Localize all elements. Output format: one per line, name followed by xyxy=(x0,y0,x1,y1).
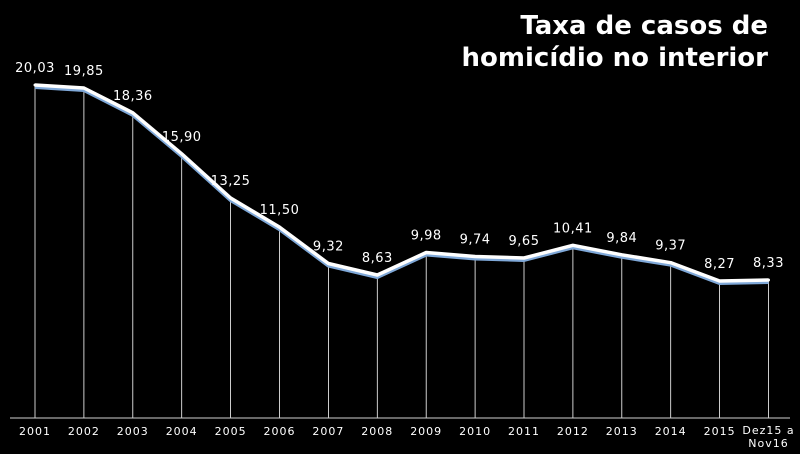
series-line xyxy=(34,83,769,283)
x-tick-label: 2010 xyxy=(459,425,491,438)
data-point xyxy=(620,253,624,257)
x-tick-label: 2003 xyxy=(117,425,149,438)
data-point xyxy=(473,255,477,258)
x-tick-label: 2006 xyxy=(264,425,296,438)
x-tick-label: 2002 xyxy=(68,425,100,438)
data-label: 18,36 xyxy=(113,89,153,104)
data-point xyxy=(718,279,722,283)
data-label: 13,25 xyxy=(211,174,251,189)
x-tick-label: 2009 xyxy=(410,425,442,438)
data-label: 9,98 xyxy=(411,229,442,244)
x-tick-label: 2013 xyxy=(606,425,638,438)
data-point xyxy=(326,262,330,265)
data-point xyxy=(278,225,281,229)
x-tick-label: 2007 xyxy=(312,425,344,438)
data-label: 19,85 xyxy=(64,64,104,79)
data-point xyxy=(375,273,379,277)
data-label: 15,90 xyxy=(162,130,202,145)
data-point xyxy=(131,111,135,115)
x-tick-label: 2015 xyxy=(704,425,736,438)
data-label: 9,32 xyxy=(313,240,344,255)
data-point xyxy=(180,152,184,156)
data-label: 9,84 xyxy=(606,231,637,246)
x-tick-label: 2014 xyxy=(655,425,687,438)
data-point xyxy=(82,86,86,90)
data-point xyxy=(571,243,575,247)
drop-lines xyxy=(34,85,769,418)
data-label: 8,27 xyxy=(704,257,735,272)
data-label: 11,50 xyxy=(260,203,300,218)
data-point xyxy=(767,278,770,282)
data-point xyxy=(669,261,673,265)
data-point xyxy=(522,256,526,260)
data-point xyxy=(229,196,233,200)
data-label: 8,63 xyxy=(362,251,393,266)
x-tick-label: 2004 xyxy=(166,425,198,438)
chart-title-line-2: homicídio no interior xyxy=(461,43,768,73)
chart-title-line-1: Taxa de casos de xyxy=(520,11,768,41)
x-tick-label: 2012 xyxy=(557,425,589,438)
x-tick-label: 2005 xyxy=(215,425,247,438)
chart-title: Taxa de casos de homicídio no interior xyxy=(462,10,768,74)
data-label: 9,74 xyxy=(460,233,491,248)
data-label: 9,37 xyxy=(655,239,686,254)
x-tick-label: 2008 xyxy=(361,425,393,438)
data-label: 10,41 xyxy=(553,221,593,236)
x-tick-label: Dez15 a Nov16 xyxy=(742,424,794,450)
data-point xyxy=(33,83,37,87)
data-label: 20,03 xyxy=(15,61,55,76)
x-tick-label: 2001 xyxy=(19,425,51,438)
data-label: 9,65 xyxy=(509,234,540,249)
data-label: 8,33 xyxy=(753,256,784,271)
data-point xyxy=(424,251,428,254)
x-tick-label: 2011 xyxy=(508,425,540,438)
